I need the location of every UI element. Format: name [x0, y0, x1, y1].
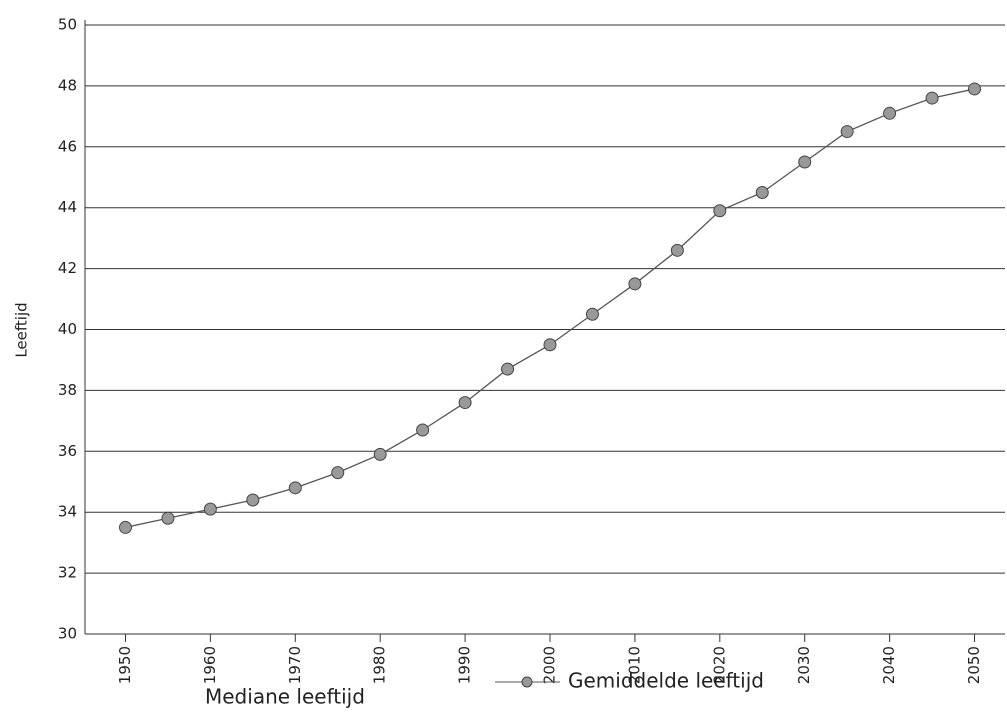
point — [883, 106, 897, 120]
y-tick-label: 42 — [58, 259, 77, 277]
y-tick-label: 44 — [58, 198, 77, 216]
point — [755, 185, 769, 199]
point — [585, 307, 599, 321]
y-tick-label: 50 — [58, 16, 77, 34]
point — [670, 243, 684, 257]
x-tick-label: 2050 — [965, 646, 983, 684]
point — [840, 125, 854, 139]
point — [331, 466, 345, 480]
point — [968, 82, 982, 96]
series-line — [125, 88, 975, 529]
y-tick-label: 48 — [58, 76, 77, 94]
point — [118, 520, 132, 534]
x-tick-label: 1990 — [456, 646, 474, 684]
point — [203, 502, 217, 516]
point — [628, 277, 642, 291]
point — [501, 362, 515, 376]
legend-label: Gemiddelde leeftijd — [568, 669, 764, 693]
point — [288, 481, 302, 495]
y-tick-label: 32 — [58, 564, 77, 582]
point — [798, 155, 812, 169]
x-tick-label: 2000 — [541, 646, 559, 684]
point — [161, 511, 175, 525]
legend-marker — [521, 676, 533, 688]
point — [925, 91, 939, 105]
x-tick-label: 2020 — [710, 646, 728, 684]
y-tick-label: 40 — [58, 320, 77, 338]
y-tick-label: 36 — [58, 442, 77, 460]
point — [416, 423, 430, 437]
x-tick-label: 1970 — [286, 646, 304, 684]
point — [458, 396, 472, 410]
point — [246, 493, 260, 507]
point — [713, 204, 727, 218]
x-tick-label: 2030 — [795, 646, 813, 684]
x-tick-label: 2040 — [880, 646, 898, 684]
x-tick-label: 1960 — [201, 646, 219, 684]
point — [543, 338, 557, 352]
point — [373, 447, 387, 461]
x-tick-label: 1950 — [116, 646, 134, 684]
y-tick-label: 38 — [58, 381, 77, 399]
y-tick-label: 30 — [58, 625, 77, 643]
x-tick-label: 2010 — [625, 646, 643, 684]
y-tick-label: 34 — [58, 503, 77, 521]
x-axis-label: Mediane leeftijd — [205, 685, 365, 709]
x-tick-label: 1980 — [371, 646, 389, 684]
y-axis-label: Leeftijd — [13, 302, 31, 357]
y-tick-label: 46 — [58, 137, 77, 155]
